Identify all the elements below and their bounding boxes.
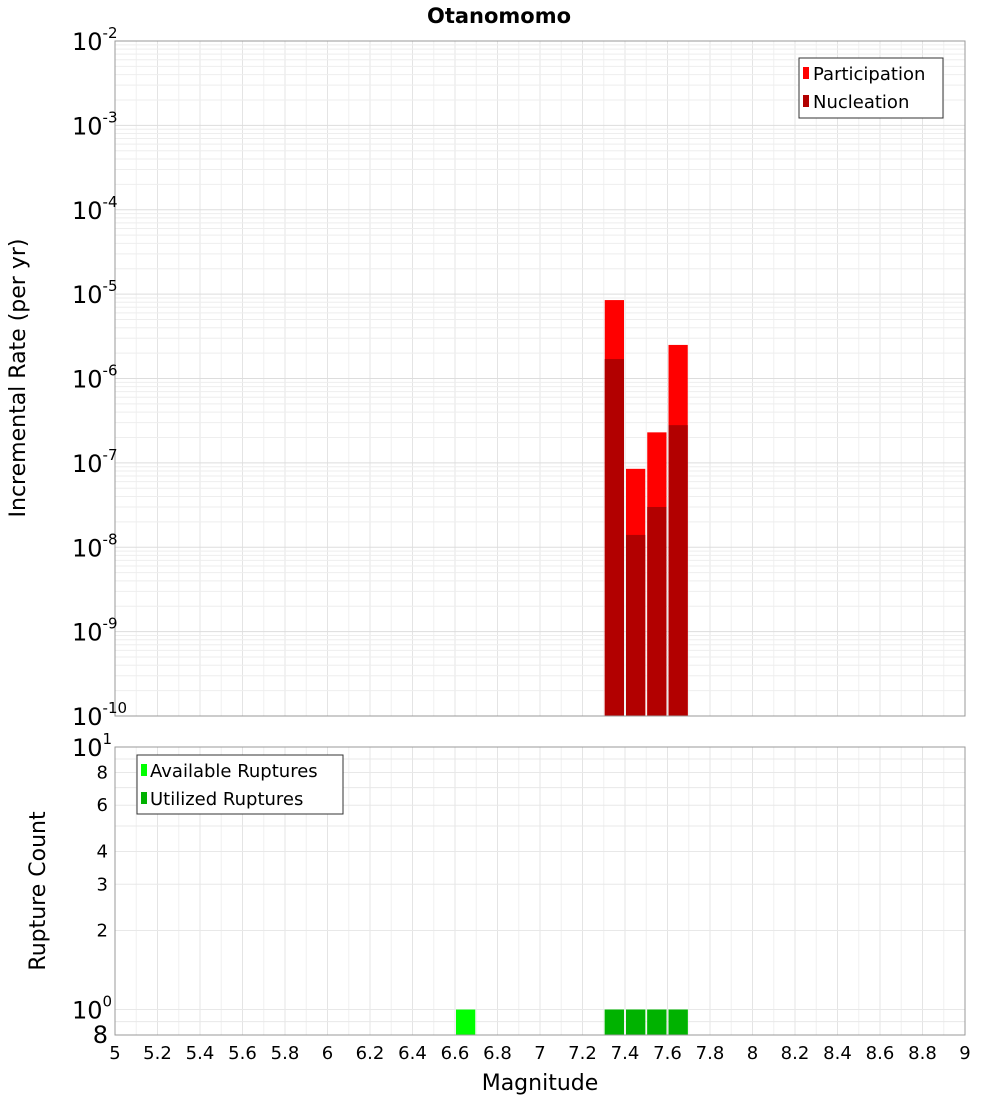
utilized-ruptures-bar	[647, 1009, 667, 1035]
nucleation-bar	[647, 506, 667, 716]
x-tick-label: 6.6	[441, 1043, 470, 1064]
x-tick-label: 6.4	[398, 1043, 427, 1064]
utilized-legend-swatch	[141, 792, 147, 804]
x-tick-label: 7.6	[653, 1043, 682, 1064]
nucleation-bar	[604, 359, 624, 716]
x-tick-label: 5.8	[271, 1043, 300, 1064]
bottom-y-tick-label: 6	[97, 795, 108, 816]
top-y-ticks: 10-10 10-9 10-8 10-7 10-6 10-5 10-4 10-3 10-2	[72, 24, 127, 731]
bottom-legend: Available Ruptures Utilized Ruptures	[136, 754, 344, 815]
top-plot-frame	[114, 40, 966, 717]
x-tick-label: 6.8	[483, 1043, 512, 1064]
bottom-bars	[456, 1009, 688, 1035]
top-grid	[114, 41, 966, 717]
top-bars	[604, 300, 688, 716]
x-tick-label: 5	[109, 1043, 120, 1064]
available-legend-label: Available Ruptures	[150, 761, 318, 782]
top-y-axis-label: Incremental Rate (per yr)	[6, 239, 31, 518]
bottom-y-tick-label: 2	[97, 921, 108, 942]
bottom-y-tick-label: 8	[93, 1021, 108, 1049]
nucleation-bar	[626, 534, 646, 716]
bottom-y-tick-label: 101	[72, 730, 112, 762]
bottom-legend-box	[136, 754, 344, 815]
top-legend-box	[798, 57, 944, 119]
top-y-tick-label: 10-7	[72, 446, 118, 478]
x-tick-label: 7.8	[696, 1043, 725, 1064]
bottom-plot-frame	[114, 746, 966, 1036]
x-tick-label: 5.6	[228, 1043, 257, 1064]
x-tick-label: 9	[959, 1043, 970, 1064]
bottom-y-tick-label: 100	[72, 993, 112, 1025]
nucleation-legend-label: Nucleation	[813, 92, 909, 113]
top-y-tick-label: 10-3	[72, 108, 118, 140]
top-y-tick-label: 10-4	[72, 193, 118, 225]
participation-legend-swatch	[803, 67, 809, 79]
participation-legend-label: Participation	[813, 64, 925, 85]
top-y-tick-label: 10-6	[72, 362, 118, 394]
utilized-ruptures-bar	[604, 1009, 624, 1035]
utilized-ruptures-bar	[626, 1009, 646, 1035]
x-tick-label: 8.2	[781, 1043, 810, 1064]
top-legend: Participation Nucleation	[798, 57, 944, 119]
bottom-y-tick-label: 3	[97, 874, 108, 895]
x-tick-label: 8.8	[908, 1043, 937, 1064]
nucleation-legend-swatch	[803, 95, 809, 107]
top-y-tick-label: 10-8	[72, 530, 118, 562]
bottom-y-tick-label: 8	[97, 762, 108, 783]
x-tick-label: 7	[534, 1043, 545, 1064]
x-tick-label: 5.2	[143, 1043, 172, 1064]
x-tick-label: 6	[322, 1043, 333, 1064]
x-tick-label: 8.4	[823, 1043, 852, 1064]
top-y-tick-label: 10-9	[72, 615, 118, 647]
bottom-x-ticks: 5 5.2 5.4 5.6 5.8 6 6.2 6.4 6.6 6.8 7 7.2 7.4 7.6 7.8 8…	[109, 1043, 970, 1064]
x-tick-label: 7.2	[568, 1043, 597, 1064]
utilized-legend-label: Utilized Ruptures	[150, 789, 303, 810]
x-tick-label: 5.4	[186, 1043, 215, 1064]
bottom-y-axis-label: Rupture Count	[26, 811, 51, 971]
utilized-ruptures-bar	[668, 1009, 688, 1035]
x-tick-label: 7.4	[611, 1043, 640, 1064]
top-y-tick-label: 10-2	[72, 24, 118, 56]
x-axis-label: Magnitude	[482, 1071, 599, 1096]
x-tick-label: 8	[747, 1043, 758, 1064]
top-plot: 10-10 10-9 10-8 10-7 10-6 10-5 10-4 10-3 10-2 In…	[6, 24, 966, 731]
available-ruptures-bar	[456, 1009, 476, 1035]
available-legend-swatch	[141, 764, 147, 776]
top-y-tick-label: 10-10	[72, 699, 127, 731]
nucleation-bar	[668, 425, 688, 716]
x-tick-label: 8.6	[866, 1043, 895, 1064]
bottom-y-tick-label: 4	[97, 841, 108, 862]
chart-title: Otanomomo	[427, 4, 571, 28]
x-tick-label: 6.2	[356, 1043, 385, 1064]
top-y-tick-label: 10-5	[72, 277, 118, 309]
